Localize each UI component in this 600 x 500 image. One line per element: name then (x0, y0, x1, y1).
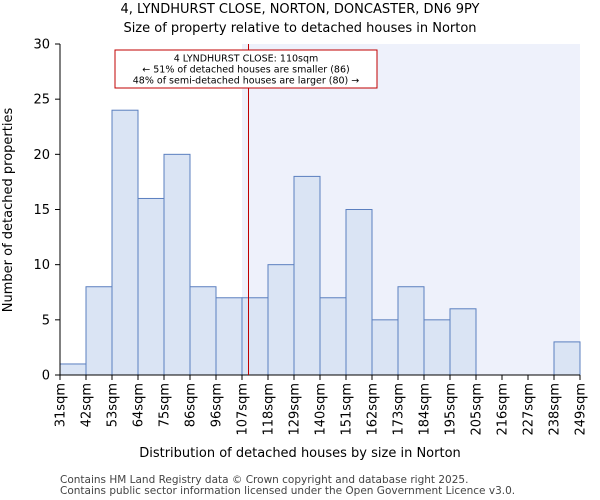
chart-subtitle: Size of property relative to detached ho… (123, 21, 476, 36)
x-tick-label: 205sqm (470, 383, 485, 436)
x-tick-label: 216sqm (496, 383, 511, 436)
y-tick-label: 15 (33, 203, 50, 218)
bar-96sqm (215, 297, 243, 376)
annotation-box (114, 49, 378, 89)
x-tick-label: 53sqm (106, 383, 121, 427)
bar-173sqm (397, 286, 425, 376)
x-axis-label: Distribution of detached houses by size … (139, 446, 461, 461)
x-tick-label: 249sqm (574, 383, 589, 436)
x-tick-label: 162sqm (366, 383, 381, 436)
bar-31sqm (59, 363, 87, 376)
bar-64sqm (137, 197, 165, 376)
bar-238sqm (553, 341, 581, 376)
x-tick-label: 31sqm (54, 383, 69, 427)
bar-75sqm (163, 153, 191, 376)
x-tick-label: 173sqm (392, 383, 407, 436)
y-tick-label: 10 (33, 258, 50, 273)
chart-title: 4, LYNDHURST CLOSE, NORTON, DONCASTER, D… (121, 2, 480, 17)
x-tick-label: 151sqm (340, 383, 355, 436)
x-tick-label: 140sqm (314, 383, 329, 436)
bar-140sqm (319, 297, 347, 376)
bar-86sqm (189, 286, 217, 376)
y-tick-label: 25 (33, 93, 50, 108)
annotation-line-2: ← 51% of detached houses are smaller (86… (142, 65, 349, 76)
bar-184sqm (423, 319, 451, 376)
footer-line-1: Contains HM Land Registry data © Crown c… (60, 474, 468, 486)
x-tick-label: 64sqm (132, 383, 147, 427)
x-tick-label: 195sqm (444, 383, 459, 436)
x-tick-label: 96sqm (210, 383, 225, 427)
y-tick-label: 30 (33, 38, 50, 53)
x-tick-label: 86sqm (184, 383, 199, 427)
annotation-line-1: 4 LYNDHURST CLOSE: 110sqm (174, 54, 319, 65)
x-tick-label: 238sqm (548, 383, 563, 436)
bar-42sqm (85, 286, 113, 376)
x-tick-label: 42sqm (80, 383, 95, 427)
bar-107sqm (241, 297, 269, 376)
bar-129sqm (293, 175, 321, 376)
x-tick-label: 227sqm (522, 383, 537, 436)
annotation-line-3: 48% of semi-detached houses are larger (… (133, 76, 360, 87)
y-tick-label: 20 (33, 148, 50, 163)
y-tick-label: 5 (42, 313, 50, 328)
bar-162sqm (371, 319, 399, 376)
x-tick-label: 75sqm (158, 383, 173, 427)
y-axis-label: Number of detached properties (1, 108, 16, 313)
bar-53sqm (111, 109, 139, 376)
bar-195sqm (449, 308, 477, 376)
x-tick-label: 107sqm (236, 383, 251, 436)
footer-line-2: Contains public sector information licen… (60, 485, 515, 497)
y-tick-label: 0 (42, 369, 50, 384)
x-tick-label: 129sqm (288, 383, 303, 436)
bar-118sqm (267, 264, 295, 376)
plot-area: 0 5 10 15 20 25 30 31sqm 42sqm 53sqm 64sqm 75sqm 86s… (33, 38, 588, 436)
bar-151sqm (345, 209, 373, 376)
x-tick-label: 184sqm (418, 383, 433, 436)
x-tick-label: 118sqm (262, 383, 277, 436)
